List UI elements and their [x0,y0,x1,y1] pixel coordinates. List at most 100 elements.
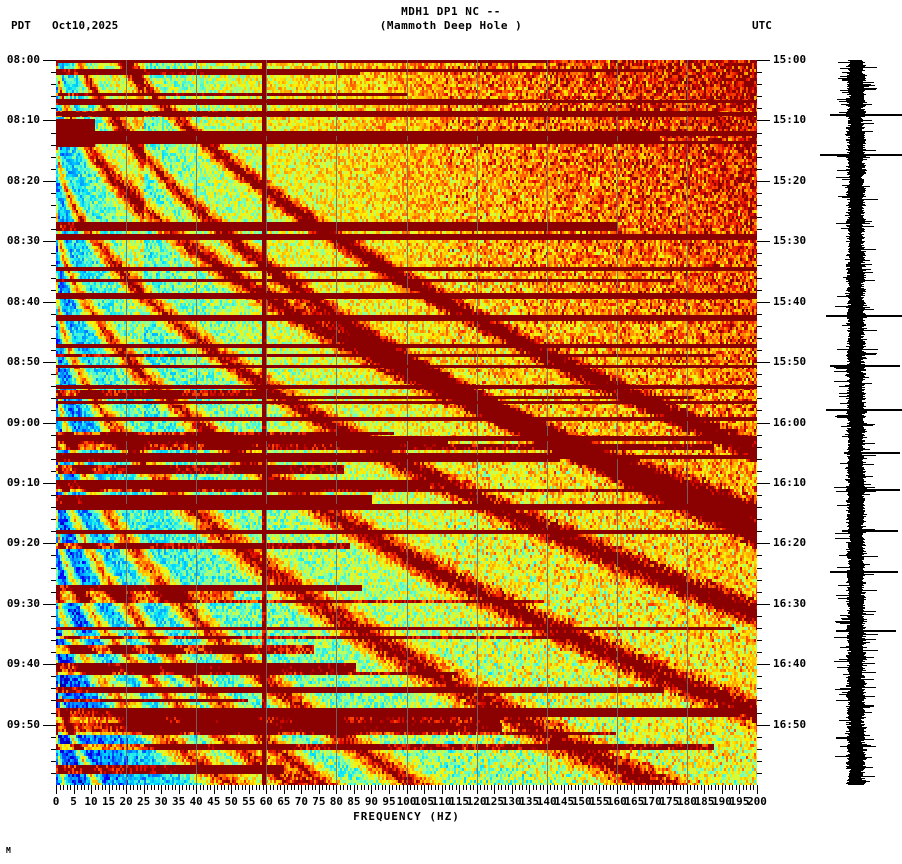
freq-minor-tick [396,785,397,790]
freq-major-tick [634,785,635,794]
axis-minor-tick [51,350,56,351]
freq-minor-tick [421,785,422,790]
axis-major-tick [757,604,770,605]
axis-major-tick [43,302,56,303]
freq-tick-label: 40 [189,795,203,808]
axis-minor-tick [51,616,56,617]
freq-major-tick [599,785,600,794]
freq-tick-label: 120 [466,795,487,808]
axis-minor-tick [51,773,56,774]
freq-minor-tick [312,785,313,790]
freq-minor-tick [207,785,208,790]
axis-minor-tick [757,193,762,194]
axis-major-tick [757,543,770,544]
freq-tick-label: 10 [84,795,98,808]
axis-minor-tick [51,193,56,194]
freq-minor-tick [750,785,751,790]
axis-major-tick [757,362,770,363]
axis-minor-tick [757,688,762,689]
axis-minor-tick [51,519,56,520]
freq-major-tick [704,785,705,794]
axis-minor-tick [51,435,56,436]
axis-minor-tick [757,519,762,520]
freq-minor-tick [305,785,306,790]
freq-minor-tick [680,785,681,790]
freq-major-tick [582,785,583,794]
pdt-time-label: 08:00 [6,53,40,66]
freq-major-tick [91,785,92,794]
freq-major-tick [442,785,443,794]
freq-minor-tick [158,785,159,790]
freq-tick-label: 60 [259,795,273,808]
freq-minor-tick [382,785,383,790]
freq-minor-tick [364,785,365,790]
freq-minor-tick [385,785,386,790]
freq-minor-tick [414,785,415,790]
freq-minor-tick [694,785,695,790]
axis-minor-tick [51,133,56,134]
freq-major-tick [74,785,75,794]
freq-minor-tick [491,785,492,790]
axis-minor-tick [757,616,762,617]
axis-minor-tick [757,96,762,97]
freq-minor-tick [119,785,120,790]
freq-minor-tick [470,785,471,790]
freq-minor-tick [585,785,586,790]
freq-minor-tick [88,785,89,790]
freq-minor-tick [378,785,379,790]
axis-minor-tick [757,700,762,701]
axis-minor-tick [51,229,56,230]
axis-minor-tick [51,688,56,689]
spectrogram-canvas [56,60,757,785]
freq-minor-tick [193,785,194,790]
freq-major-tick [617,785,618,794]
axis-minor-tick [757,253,762,254]
axis-minor-tick [51,580,56,581]
freq-minor-tick [67,785,68,790]
axis-minor-tick [51,290,56,291]
axis-minor-tick [757,471,762,472]
freq-minor-tick [550,785,551,790]
freq-tick-label: 115 [449,795,469,808]
axis-major-tick [757,60,770,61]
freq-minor-tick [60,785,61,790]
freq-minor-tick [519,785,520,790]
axis-minor-tick [757,169,762,170]
freq-minor-tick [592,785,593,790]
axis-minor-tick [51,84,56,85]
freq-minor-tick [438,785,439,790]
freq-minor-tick [452,785,453,790]
freq-minor-tick [410,785,411,790]
freq-tick-label: 145 [554,795,575,808]
axis-major-tick [43,181,56,182]
freq-tick-label: 150 [571,795,592,808]
spectrogram-plot [56,60,757,785]
freq-minor-tick [435,785,436,790]
freq-tick-label: 155 [589,795,610,808]
freq-major-tick [284,785,285,794]
freq-minor-tick [361,785,362,790]
axis-minor-tick [757,265,762,266]
freq-tick-label: 185 [694,795,715,808]
freq-minor-tick [554,785,555,790]
freq-tick-label: 160 [606,795,627,808]
freq-minor-tick [175,785,176,790]
freq-major-tick [319,785,320,794]
freq-minor-tick [210,785,211,790]
freq-minor-tick [445,785,446,790]
axis-major-tick [757,483,770,484]
pdt-time-label: 08:10 [6,113,40,126]
freq-tick-label: 0 [52,795,60,808]
axis-major-tick [757,181,770,182]
freq-tick-label: 130 [501,795,522,808]
axis-minor-tick [757,72,762,73]
utc-time-label: 15:00 [773,53,807,66]
pdt-time-label: 09:20 [6,536,40,549]
utc-time-label: 15:10 [773,113,807,126]
freq-minor-tick [280,785,281,790]
freq-minor-tick [676,785,677,790]
freq-minor-tick [725,785,726,790]
freq-minor-tick [662,785,663,790]
freq-minor-tick [487,785,488,790]
freq-minor-tick [515,785,516,790]
